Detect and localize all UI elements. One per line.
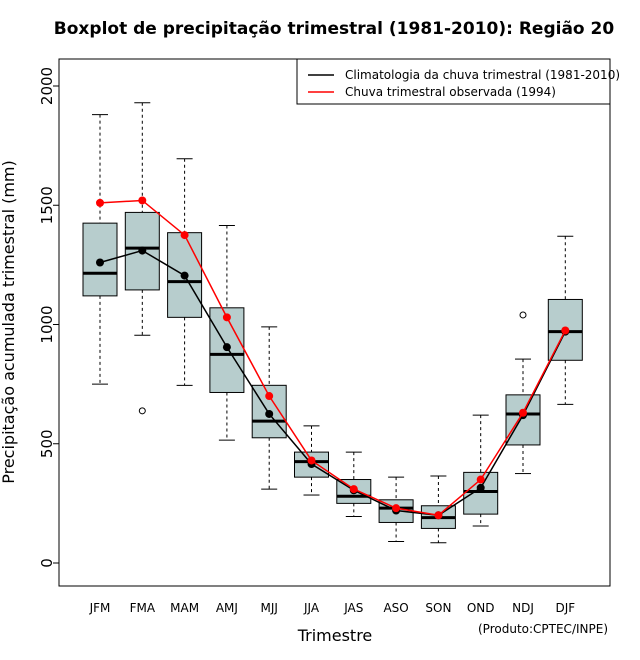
series-point [180,271,189,280]
x-tick-label: JJA [303,601,320,615]
x-tick-label: AMJ [216,601,238,615]
x-tick-label: JAS [343,601,363,615]
x-tick-label: MAM [170,601,199,615]
series-line [99,199,566,517]
y-tick-label: 1500 [38,186,56,224]
y-axis-label: Precipitação acumulada trimestral (mm) [0,160,18,484]
series-point [265,409,274,418]
x-tick-label: JFM [89,601,111,615]
outlier-point [519,311,527,319]
x-tick-label: ASO [383,601,408,615]
x-tick-label: MJJ [260,601,277,615]
series-point [96,198,104,207]
series-point [265,392,274,401]
series-observada [96,196,570,520]
x-axis: JFM FMA MAM AMJ MJJ JJA JAS ASO SON OND NDJ DJF [89,601,576,615]
x-tick-label: NDJ [512,601,534,615]
box-iqr [505,394,541,446]
x-tick-label: SON [425,601,451,615]
y-axis: 0 500 1000 1500 2000 [38,67,60,568]
box-iqr [547,298,583,361]
legend-label-observada: Chuva trimestral observada (1994) [345,85,556,99]
box-OND [463,414,499,527]
y-tick-label: 2000 [38,67,56,105]
series-point [476,475,485,484]
series-point [96,258,104,267]
x-tick-label: OND [467,601,495,615]
legend: Climatologia da chuva trimestral (1981-2… [296,58,620,105]
series-point [434,511,443,520]
x-tick-label: DJF [555,601,575,615]
series-point [349,485,358,494]
series-point [222,313,231,322]
series-point [180,231,189,240]
series-point [307,456,316,465]
box-JFM [82,114,118,385]
box-JAS [336,451,372,517]
legend-box [296,58,611,105]
box-AMJ [209,225,245,441]
box-MJJ [251,326,287,490]
series-point [561,326,570,335]
y-tick-label: 500 [38,429,56,458]
series-point [138,196,147,205]
series-lines [96,196,570,520]
box-DJF [547,235,583,405]
x-tick-label: FMA [130,601,156,615]
series-point [476,483,485,492]
series-point [392,504,401,513]
outlier-point [138,407,146,415]
series-point [222,343,231,352]
x-axis-label: Trimestre [297,626,373,645]
series-climatologia [96,246,570,520]
credit-text: (Produto:CPTEC/INPE) [478,622,608,636]
series-line [99,249,566,517]
box-SON [420,475,456,544]
series-point [138,246,147,255]
y-tick-label: 1000 [38,305,56,343]
chart-title: Boxplot de precipitação trimestral (1981… [54,19,615,39]
plot-frame [58,58,611,587]
y-tick-label: 0 [38,558,56,568]
series-point [519,408,527,417]
legend-label-climatologia: Climatologia da chuva trimestral (1981-2… [345,68,620,82]
